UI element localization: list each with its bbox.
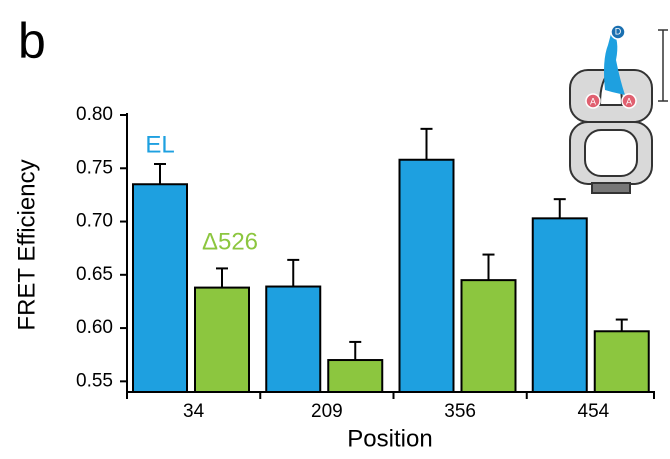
bar <box>133 184 187 392</box>
chart: b Position FRET Efficiency D A A 0.55 0.6… <box>0 0 670 459</box>
inset-label: A <box>590 96 596 106</box>
bar <box>195 288 249 392</box>
inset-diagram <box>570 25 668 193</box>
inset-label: D <box>615 26 622 36</box>
x-tick-label: 454 <box>578 401 610 422</box>
y-tick-label: 0.75 <box>76 157 113 178</box>
error-bar <box>421 129 433 160</box>
panel-label: b <box>18 13 46 69</box>
error-bar <box>483 255 495 281</box>
error-bar <box>616 320 628 332</box>
y-tick-label: 0.65 <box>76 264 113 285</box>
error-bar <box>349 342 361 360</box>
x-tick-label: 356 <box>444 401 476 422</box>
legend-label: EL <box>145 131 174 158</box>
x-tick-label: 34 <box>183 401 205 422</box>
bar <box>462 280 516 392</box>
y-tick-label: 0.55 <box>76 370 113 391</box>
bar <box>328 360 382 392</box>
error-bar <box>154 164 166 184</box>
bar <box>533 218 587 392</box>
bar <box>595 331 649 392</box>
error-bar <box>554 199 566 218</box>
y-axis-label: FRET Efficiency <box>13 159 40 330</box>
x-tick-label: 209 <box>311 401 343 422</box>
legend-label: Δ526 <box>202 228 258 255</box>
bar <box>400 160 454 392</box>
y-tick-label: 0.60 <box>76 317 113 338</box>
error-bar <box>216 268 228 287</box>
y-tick-label: 0.80 <box>76 104 113 125</box>
y-tick-label: 0.70 <box>76 211 113 232</box>
x-axis-label: Position <box>347 425 432 452</box>
error-bar <box>287 260 299 287</box>
bar <box>266 287 320 392</box>
inset-label: A <box>626 96 632 106</box>
